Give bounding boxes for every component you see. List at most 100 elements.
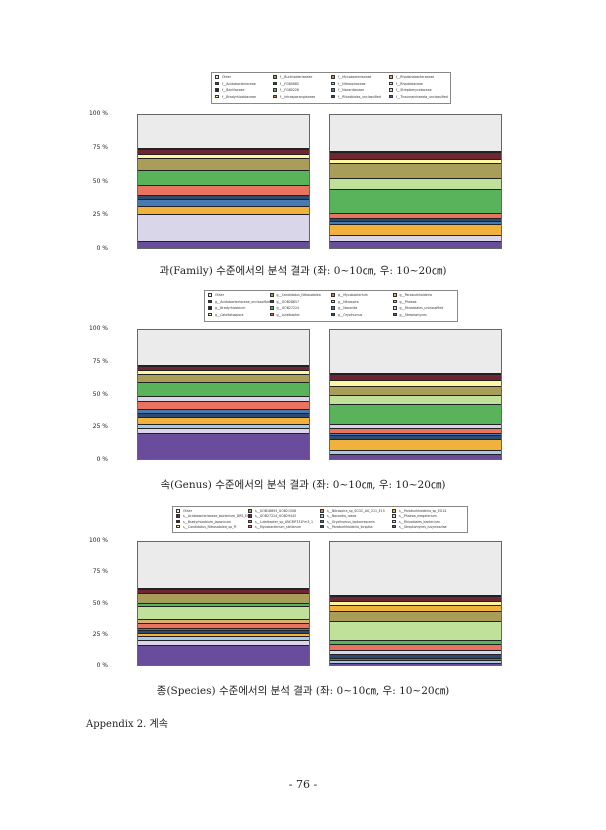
legend-label: f__Rhizobiales_unclassified bbox=[338, 94, 381, 99]
bar-segment bbox=[138, 364, 309, 366]
legend-item: s__Paraburkholderia_sp_EG14 bbox=[392, 509, 446, 513]
legend-item: g__Acidobacteriaceae_unclassified bbox=[208, 299, 270, 304]
bar-segment bbox=[330, 380, 501, 386]
bar-segment bbox=[330, 241, 501, 248]
bar-segment bbox=[138, 606, 309, 619]
legend-swatch bbox=[320, 514, 324, 518]
bar-segment bbox=[138, 627, 309, 630]
y-tick-label: 100 % bbox=[88, 537, 108, 544]
legend-item: s__Mycobacterium_stellarum bbox=[248, 524, 301, 529]
bar-segment bbox=[330, 432, 501, 436]
caption-family: 과(Family) 수준에서의 분석 결과 (좌: 0~10㎝, 우: 10~2… bbox=[159, 265, 447, 277]
bar-segment bbox=[138, 587, 309, 589]
legend-label: s__Candidatus_Nitrosotalea_sp_Pi bbox=[183, 524, 237, 529]
legend-swatch bbox=[392, 306, 397, 310]
bar-segment bbox=[138, 432, 309, 459]
bar-segment bbox=[138, 636, 309, 640]
legend-label: f__Streptomycetaceae bbox=[396, 88, 432, 92]
bar-segment bbox=[330, 234, 501, 242]
legend-label: f__FGB0685 bbox=[280, 81, 299, 86]
legend-swatch bbox=[176, 524, 180, 529]
bar-segment bbox=[138, 195, 309, 200]
legend-label: s__Rhizobiales_bacterium bbox=[399, 519, 440, 524]
legend-item: s__Phaeoa_megaterium bbox=[392, 514, 437, 518]
legend-label: f__Acidobacteriaceae bbox=[222, 81, 256, 86]
y-tick-label: 75 % bbox=[92, 357, 108, 365]
legend-swatch bbox=[273, 81, 277, 86]
legend-swatch bbox=[215, 88, 219, 92]
bar-segment bbox=[138, 588, 309, 593]
bar-segment bbox=[330, 621, 501, 640]
legend-swatch bbox=[176, 519, 180, 524]
legend-swatch bbox=[208, 312, 212, 317]
bar-segment bbox=[330, 373, 501, 381]
legend-label: g__GOB28857 bbox=[276, 299, 300, 304]
legend-item: s__Candidatus_Nitrosotalea_sp_Pi bbox=[176, 524, 237, 529]
legend-label: g__Streptomyces bbox=[399, 312, 427, 317]
stacked-bar bbox=[137, 114, 310, 249]
legend-item: g__Bradyrhizobium bbox=[208, 306, 245, 310]
legend-label: Other bbox=[183, 509, 193, 513]
legend: Other s__Acidobacteriaceae_bacterium_DRS_… bbox=[172, 506, 468, 533]
legend-swatch bbox=[269, 299, 274, 304]
y-tick-label: 25 % bbox=[92, 630, 108, 638]
legend-item: g__Nocardia bbox=[331, 306, 357, 310]
legend-swatch bbox=[208, 299, 212, 304]
legend-swatch bbox=[392, 519, 396, 524]
legend-item: f__Bacillaceae bbox=[215, 88, 244, 92]
legend-item: f__Burkholderiaceae bbox=[273, 75, 312, 79]
legend-swatch bbox=[392, 312, 397, 317]
caption-genus: 속(Genus) 수준에서의 분석 결과 (좌: 0~10㎝, 우: 10~20… bbox=[160, 479, 446, 491]
bar-segment bbox=[330, 212, 501, 219]
bar-segment bbox=[138, 592, 309, 603]
legend-item: f__Rhodanobacteraceae bbox=[389, 75, 434, 79]
legend-swatch bbox=[392, 293, 397, 297]
bar-segment bbox=[138, 401, 309, 410]
legend-swatch bbox=[248, 524, 252, 529]
appendix-label: Appendix 2. 계속 bbox=[86, 719, 168, 730]
legend-item: f__Intrasporangiaceae bbox=[273, 94, 315, 99]
bar-segment bbox=[330, 453, 501, 459]
bar-segment bbox=[330, 653, 501, 658]
y-tick-label: 0 % bbox=[96, 456, 108, 463]
bar-segment bbox=[138, 423, 309, 428]
legend-item: g__GOB28857 bbox=[269, 299, 300, 304]
legend-swatch bbox=[331, 81, 335, 86]
bar-segment bbox=[138, 369, 309, 374]
bar-segment bbox=[138, 602, 309, 607]
legend-item: g__Rhizobiales_unclassified bbox=[392, 306, 443, 310]
legend-item: g__Candidatus_Nitrosotalea bbox=[269, 293, 321, 297]
legend-label: s__Nocardia_rosea bbox=[327, 514, 357, 519]
legend-item: s__Bradyrhizobium_japonicum bbox=[176, 519, 231, 524]
legend-label: f__Burkholderiaceae bbox=[280, 75, 313, 79]
legend-swatch bbox=[392, 299, 397, 304]
bar-segment bbox=[138, 618, 309, 623]
bar-segment bbox=[138, 373, 309, 382]
bar-segment bbox=[330, 662, 501, 665]
legend-label: f__Bacillaceae bbox=[222, 88, 245, 92]
legend-swatch bbox=[331, 306, 335, 310]
legend-item: g__Mycobacterium bbox=[331, 293, 368, 297]
stacked-bar bbox=[329, 541, 502, 666]
legend-label: Other bbox=[222, 75, 232, 79]
legend-swatch bbox=[176, 509, 180, 513]
bar-segment bbox=[330, 404, 501, 424]
bar-segment bbox=[330, 394, 501, 404]
bar-segment bbox=[138, 632, 309, 637]
y-tick-label: 75 % bbox=[92, 143, 108, 151]
bar-segment bbox=[138, 153, 309, 158]
bar-segment bbox=[138, 184, 309, 196]
legend-item: s__Nocardia_rosea bbox=[320, 514, 356, 518]
bar-segment bbox=[330, 650, 501, 654]
legend-label: s__GOB27224_GOB29443 bbox=[255, 514, 297, 519]
y-tick-label: 25 % bbox=[92, 423, 108, 431]
legend-label: s__Luteibacter_sp_UNCMF331Fm3_1 bbox=[255, 519, 314, 524]
bar-segment bbox=[138, 640, 309, 645]
legend-item: s__Luteibacter_sp_UNCMF331Fm3_1 bbox=[248, 519, 314, 524]
legend-label: g__Paraburkholderia bbox=[399, 293, 432, 297]
bar-segment bbox=[330, 427, 501, 433]
y-tick-label: 25 % bbox=[92, 211, 108, 219]
bar-segment bbox=[330, 435, 501, 440]
legend-label: f__Thaumarchaeota_unclassified bbox=[396, 94, 448, 99]
legend-item: s__Paraburkholderia_kirspita bbox=[320, 524, 372, 529]
